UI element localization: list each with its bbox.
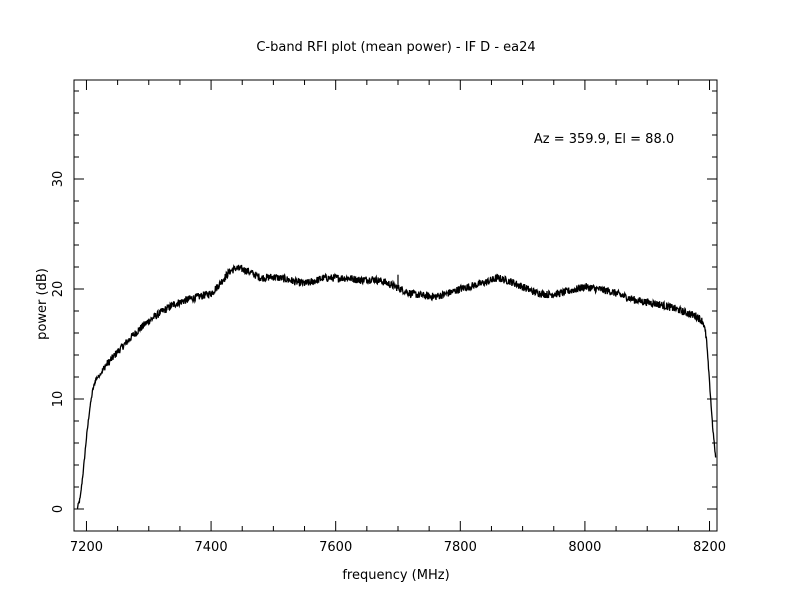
y-tick-label: 10	[51, 391, 66, 408]
x-tick-label: 7400	[195, 540, 228, 555]
x-tick-label: 8200	[693, 540, 726, 555]
axis-ticks	[74, 80, 717, 531]
axis-tick-labels: 7200 7400 7600 7800 8000 8200 0 10 20 30	[51, 171, 726, 555]
y-axis-label: power (dB)	[35, 268, 50, 340]
x-tick-label: 7200	[70, 540, 103, 555]
plot-frame	[73, 79, 718, 532]
series-group	[76, 264, 717, 510]
x-axis-label: frequency (MHz)	[342, 568, 449, 583]
x-tick-label: 8000	[568, 540, 601, 555]
chart-annotation: Az = 359.9, El = 88.0	[534, 132, 674, 147]
y-tick-label: 0	[51, 505, 66, 513]
x-tick-label: 7800	[444, 540, 477, 555]
y-tick-label: 20	[51, 281, 66, 298]
x-tick-label: 7600	[319, 540, 352, 555]
power-trace	[76, 264, 717, 510]
chart-title: C-band RFI plot (mean power) - IF D - ea…	[256, 40, 535, 55]
y-tick-label: 30	[51, 171, 66, 188]
